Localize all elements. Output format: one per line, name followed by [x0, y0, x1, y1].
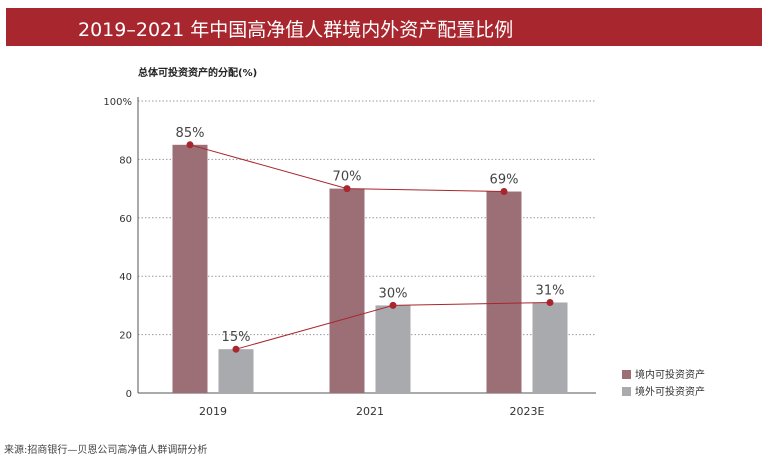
data-point-overseas: [232, 345, 240, 353]
bar-domestic: [172, 144, 208, 393]
bar-overseas: [218, 349, 254, 393]
y-tick-label: 0: [126, 389, 132, 400]
data-point-domestic: [343, 185, 351, 193]
data-label-overseas: 31%: [536, 283, 565, 298]
y-tick-label: 80: [119, 155, 132, 166]
y-tick-label: 60: [119, 214, 132, 225]
chart-title: 2019–2021 年中国高净值人群境内外资产配置比例: [78, 19, 514, 41]
y-tick-label: 100%: [103, 97, 132, 108]
title-bar: 2019–2021 年中国高净值人群境内外资产配置比例: [6, 8, 762, 46]
y-tick-label: 20: [119, 331, 132, 342]
x-tick-label: 2019: [199, 405, 227, 418]
data-label-domestic: 70%: [333, 170, 362, 185]
data-label-domestic: 69%: [490, 173, 519, 188]
data-point-overseas: [389, 301, 397, 309]
data-point-domestic: [186, 141, 194, 149]
bar-domestic: [329, 188, 365, 393]
legend-label-domestic: 境内可投资资产: [635, 370, 705, 381]
bar-overseas: [375, 305, 411, 393]
data-point-domestic: [500, 188, 508, 196]
legend-swatch-overseas: [622, 387, 631, 396]
x-tick-label: 2021: [356, 405, 384, 418]
data-label-overseas: 30%: [379, 286, 408, 301]
legend-item-overseas: 境外可投资资产: [622, 383, 705, 398]
source-note: 来源:招商银行—贝恩公司高净值人群调研分析: [4, 445, 208, 456]
legend-label-overseas: 境外可投资资产: [635, 387, 705, 398]
bar-overseas: [532, 302, 568, 393]
data-point-overseas: [546, 298, 554, 306]
data-label-overseas: 15%: [222, 330, 251, 345]
x-tick-label: 2023E: [510, 405, 545, 418]
data-label-domestic: 85%: [176, 126, 205, 141]
legend-swatch-domestic: [622, 370, 631, 379]
y-tick-label: 40: [119, 272, 132, 283]
legend-item-domestic: 境内可投资资产: [622, 366, 705, 381]
y-axis-title: 总体可投资资产的分配(%): [138, 68, 258, 79]
bar-domestic: [486, 191, 522, 393]
